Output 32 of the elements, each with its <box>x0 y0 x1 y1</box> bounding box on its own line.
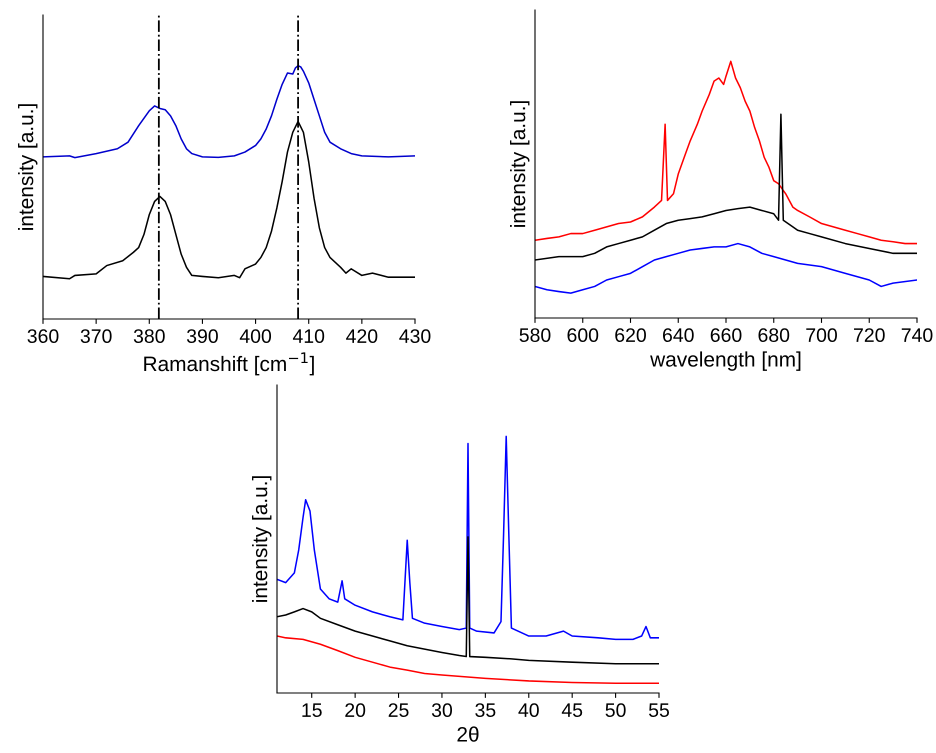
x-tick-label: 25 <box>388 703 409 718</box>
x-axis-title: 2θ <box>457 726 479 742</box>
x-tick-label: 15 <box>302 703 322 718</box>
x-tick-label: 640 <box>663 328 694 342</box>
x-tick-label: 430 <box>399 329 430 344</box>
x-tick-label: 400 <box>240 329 272 344</box>
x-tick-label: 680 <box>758 328 790 342</box>
x-tick-label: 580 <box>520 328 550 342</box>
x-tick-label: 370 <box>80 329 112 344</box>
x-tick-label: 40 <box>518 703 539 718</box>
x-tick-label: 600 <box>568 328 598 342</box>
x-tick-label: 360 <box>28 329 58 344</box>
x-tick-label: 410 <box>292 329 324 344</box>
y-axis-title: intensity [a.u.] <box>252 476 272 602</box>
x-axis-title: wavelength [nm] <box>650 351 800 371</box>
x-axis-title: Ramanshift [cm$^{−1}$] <box>144 352 314 376</box>
x-tick-label: 35 <box>475 703 496 718</box>
x-tick-label: 45 <box>562 703 582 718</box>
x-tick-label: 55 <box>648 703 669 718</box>
y-axis-title: intensity [a.u.] <box>510 101 530 227</box>
x-tick-label: 30 <box>432 703 452 718</box>
x-tick-label: 380 <box>134 329 165 344</box>
x-tick-label: 700 <box>806 328 837 342</box>
x-tick-label: 50 <box>606 703 626 718</box>
y-axis-title: intensity [a.u.] <box>18 104 38 230</box>
x-tick-label: 720 <box>854 328 885 342</box>
x-tick-label: 420 <box>346 329 378 344</box>
x-tick-label: 20 <box>345 703 366 718</box>
x-tick-label: 620 <box>615 328 646 342</box>
x-tick-label: 390 <box>186 329 218 344</box>
x-tick-label: 660 <box>710 328 742 342</box>
x-tick-label: 740 <box>902 328 932 342</box>
